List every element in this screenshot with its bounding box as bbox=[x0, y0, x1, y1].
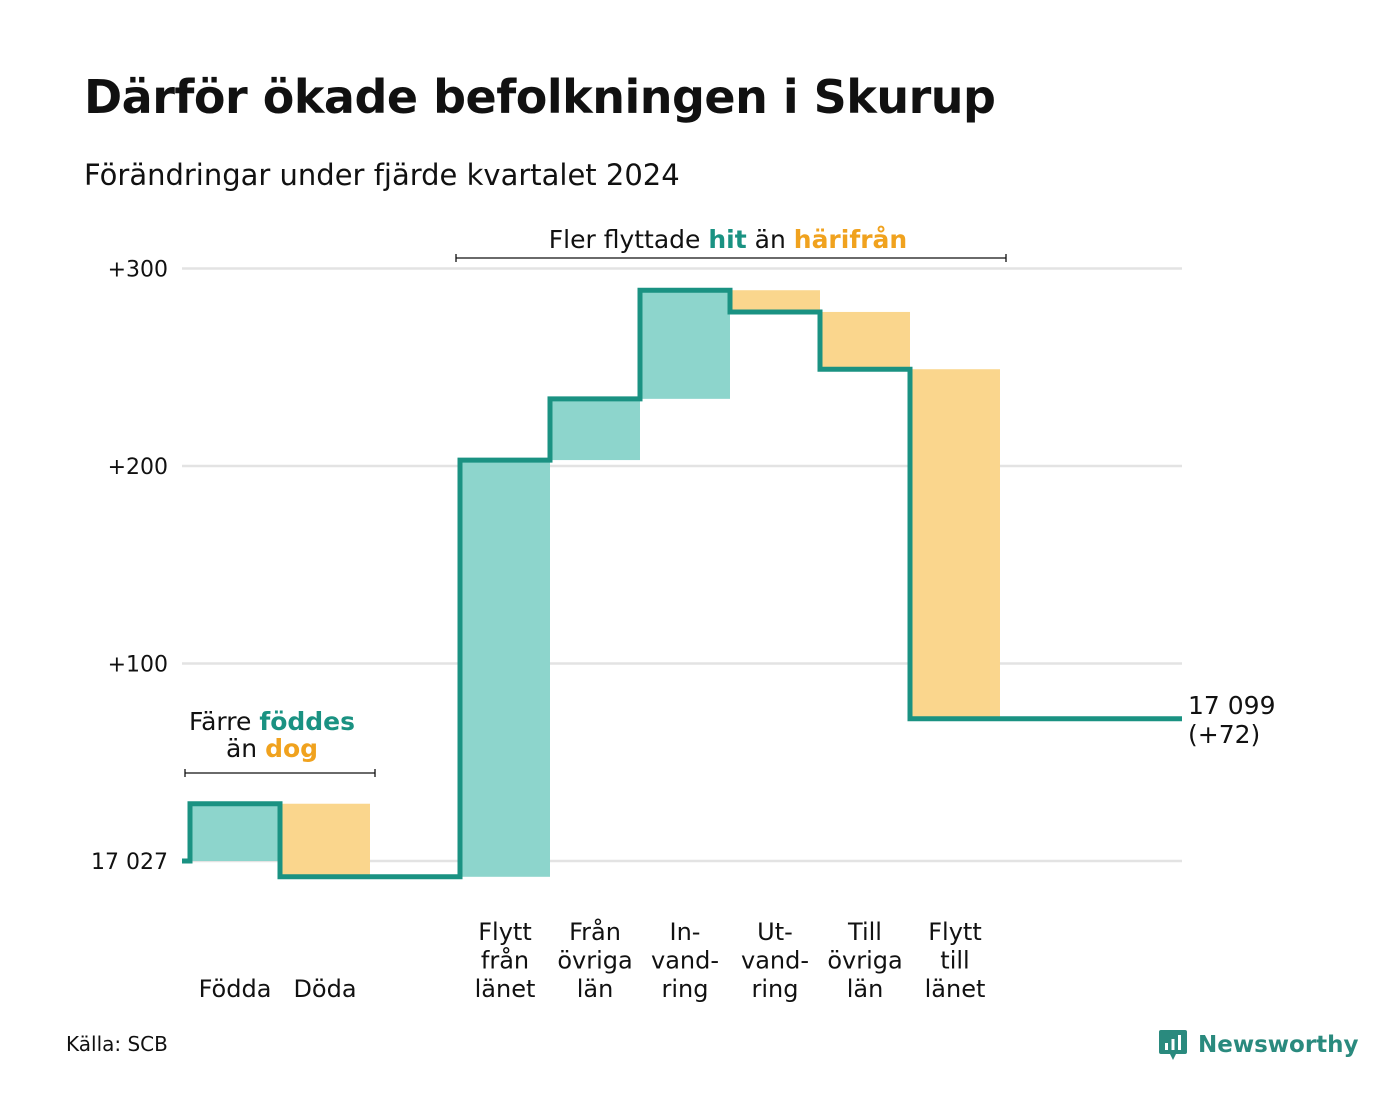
annotation-migration: Fler flyttade hit än härifrån bbox=[549, 225, 907, 254]
x-tick-label: övriga bbox=[827, 947, 902, 975]
waterfall-bar bbox=[190, 803, 280, 861]
chart-subtitle: Förändringar under fjärde kvartalet 2024 bbox=[84, 158, 680, 192]
x-tick-label: länet bbox=[475, 975, 536, 1003]
annotation-births-deaths: Färre föddes bbox=[189, 707, 355, 736]
y-tick-label: +300 bbox=[108, 258, 168, 283]
x-tick-label: län bbox=[847, 975, 884, 1003]
x-tick-label: vand- bbox=[651, 947, 719, 975]
x-tick-label: från bbox=[481, 946, 529, 975]
waterfall-bar bbox=[730, 290, 820, 312]
newsworthy-logo[interactable]: Newsworthy bbox=[1158, 1028, 1359, 1062]
x-tick-label: In- bbox=[670, 918, 701, 946]
end-value-label: 17 099 bbox=[1188, 691, 1275, 720]
x-tick-label: Födda bbox=[199, 975, 272, 1003]
chart-title: Därför ökade befolkningen i Skurup bbox=[84, 70, 996, 124]
newsworthy-logo-text: Newsworthy bbox=[1198, 1032, 1359, 1058]
x-tick-label: Flytt bbox=[928, 918, 982, 946]
waterfall-bar bbox=[280, 803, 370, 877]
x-tick-label: ring bbox=[662, 975, 709, 1003]
y-tick-label: +200 bbox=[108, 455, 168, 480]
x-tick-label: Till bbox=[847, 918, 882, 946]
x-tick-label: till bbox=[940, 947, 969, 975]
y-tick-label: 17 027 bbox=[91, 850, 168, 875]
waterfall-bar bbox=[550, 398, 640, 461]
annotation-births-deaths-line2: än dog bbox=[226, 734, 318, 763]
x-tick-label: ring bbox=[752, 975, 799, 1003]
x-tick-label: övriga bbox=[557, 947, 632, 975]
waterfall-bar bbox=[910, 369, 1000, 719]
x-tick-label: Flytt bbox=[478, 918, 532, 946]
x-tick-label: Döda bbox=[293, 975, 356, 1003]
end-value-label: (+72) bbox=[1188, 720, 1260, 749]
x-tick-label: Från bbox=[569, 917, 621, 946]
source-note: Källa: SCB bbox=[66, 1032, 168, 1056]
newsworthy-logo-icon bbox=[1159, 1030, 1187, 1060]
waterfall-bar bbox=[820, 311, 910, 370]
x-tick-label: länet bbox=[925, 975, 986, 1003]
x-tick-label: vand- bbox=[741, 947, 809, 975]
cumulative-step-line bbox=[182, 287, 1182, 880]
waterfall-bar bbox=[460, 460, 550, 877]
x-tick-label: Ut- bbox=[757, 918, 793, 946]
waterfall-bar bbox=[640, 290, 730, 399]
y-tick-label: +100 bbox=[108, 653, 168, 678]
x-tick-label: län bbox=[577, 975, 614, 1003]
